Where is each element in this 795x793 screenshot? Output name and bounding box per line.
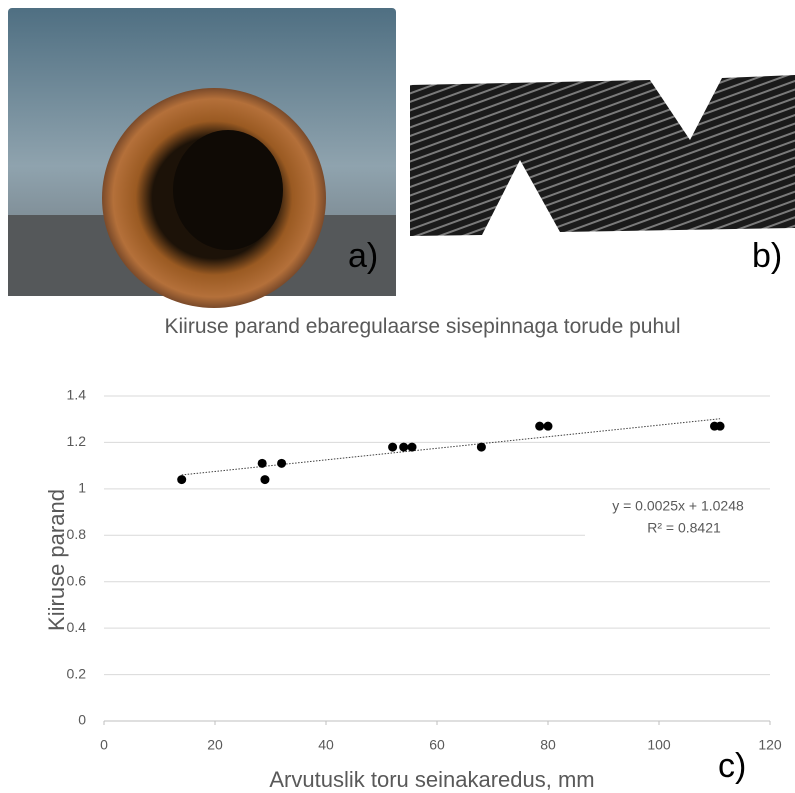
y-tick-label: 0.6 (67, 572, 87, 588)
point (388, 443, 397, 452)
y-tick-label: 0.4 (67, 619, 87, 635)
chart: a) b) c) Kiiruse parand Arvutuslik toru … (0, 0, 795, 793)
y-tick-label: 1 (78, 480, 86, 496)
x-tick-label: 60 (429, 737, 445, 753)
y-tick-label: 0.8 (67, 526, 87, 542)
y-tick-label: 1.2 (67, 433, 87, 449)
point (716, 422, 725, 431)
panel-label: c) (718, 747, 746, 785)
point (258, 459, 267, 468)
point (177, 475, 186, 484)
x-tick-label: 120 (758, 737, 782, 753)
panel-label: a) (348, 237, 378, 275)
y-axis-label: Kiiruse parand (44, 489, 69, 631)
point (477, 443, 486, 452)
panel-label: b) (752, 237, 782, 275)
x-tick-label: 0 (100, 737, 108, 753)
y-tick-label: 0 (78, 712, 86, 728)
x-tick-label: 40 (318, 737, 334, 753)
point (399, 443, 408, 452)
trendline-equation: y = 0.0025x + 1.0248 (612, 498, 744, 514)
x-tick-label: 20 (207, 737, 223, 753)
y-tick-label: 0.2 (67, 665, 87, 681)
photo (8, 8, 396, 308)
point (408, 443, 417, 452)
point (535, 422, 544, 431)
y-tick-label: 1.4 (67, 387, 87, 403)
figure: a) b) c) Kiiruse parand Arvutuslik toru … (0, 0, 795, 793)
trendline-r2: R² = 0.8421 (647, 520, 721, 536)
mesh (410, 75, 795, 236)
x-axis-label: Arvutuslik toru seinakaredus, mm (269, 767, 594, 792)
x-tick-label: 80 (540, 737, 556, 753)
chart-title: Kiiruse parand ebaregulaarse sisepinnaga… (150, 312, 695, 342)
point (277, 459, 286, 468)
point (544, 422, 553, 431)
x-tick-label: 100 (647, 737, 671, 753)
point (260, 475, 269, 484)
